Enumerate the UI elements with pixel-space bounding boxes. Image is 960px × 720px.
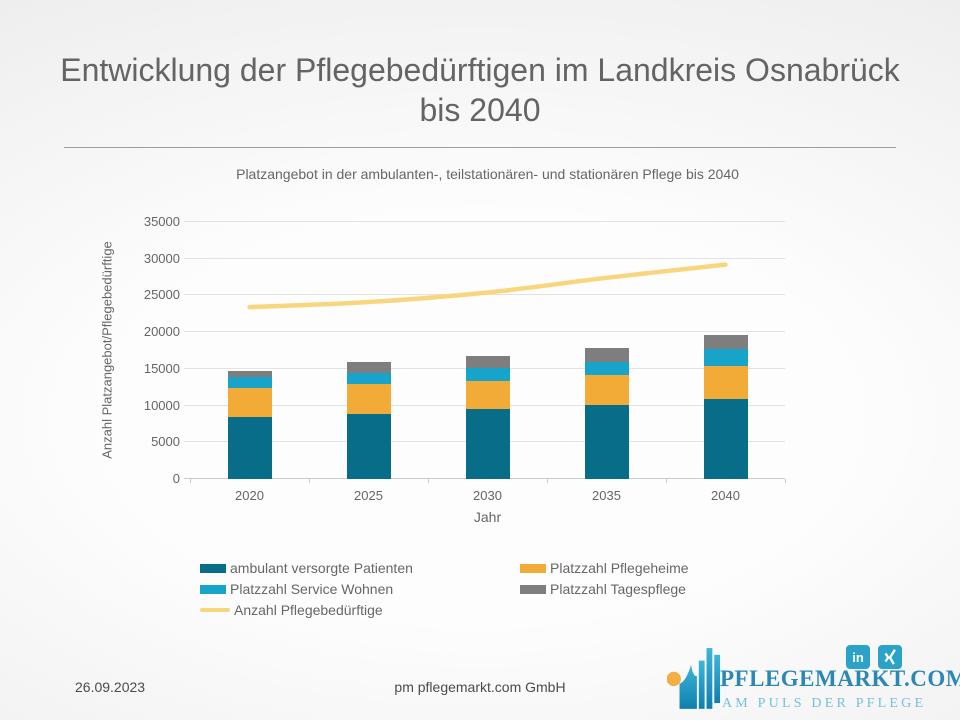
bar-segment [346,384,391,414]
bar-segment [465,355,510,369]
gridline [184,257,785,259]
bar-2035 [584,348,629,479]
x-axis-tick [428,479,429,483]
title-divider [64,147,896,148]
legend-item: Platzzahl Service Wohnen [200,579,393,599]
bar-segment [465,380,510,409]
y-tick-label: 0 [172,471,180,486]
x-axis-tick [666,479,667,483]
footer-date: 26.09.2023 [75,679,146,695]
bar-segment [703,399,748,479]
y-axis-label: Anzahl Platzangebot/Pflegebedürftige [99,241,115,459]
line-series [247,262,728,310]
logo-tagline: AM PULS DER PFLEGE [722,696,927,711]
linkedin-icon[interactable]: in [846,645,870,669]
y-tick-label: 10000 [143,397,180,413]
x-axis-tick [190,479,191,483]
bar-segment [465,368,510,381]
bar-segment [703,335,748,350]
y-tick-label: 20000 [143,324,180,340]
x-axis-label: Jahr [473,509,502,525]
legend-swatch [200,563,226,573]
legend-item: Platzzahl Tagespflege [520,579,686,599]
x-tick-label: 2035 [592,488,621,503]
x-tick-label: 2040 [711,488,740,503]
logo-bars-icon [667,648,721,709]
xing-icon[interactable] [878,645,902,669]
bar-2030 [465,355,510,479]
bar-segment [346,373,391,385]
bar-2025 [346,362,391,479]
legend-swatch [200,584,226,594]
bar-segment [346,362,391,374]
bar-segment [227,388,272,417]
logo-name: PFLEGEMARKT.COM [720,666,960,691]
x-tick-label: 2030 [473,488,502,503]
y-tick-label: 15000 [143,360,180,376]
page-title: Entwicklung der Pflegebedürftigen im Lan… [60,52,900,128]
legend-swatch [520,584,546,594]
bar-segment [227,371,272,378]
logo: in PFLEGEMARKT.COM AM PULS DER PFLEGE [665,636,960,716]
y-tick-label: 25000 [143,287,180,303]
legend-item: ambulant versorgte Patienten [200,558,413,578]
bar-segment [465,408,510,479]
bar-segment [227,377,272,389]
bar-segment [703,349,748,366]
legend-swatch [520,563,546,573]
chart-title: Platzangebot in der ambulanten-, teilsta… [236,166,739,182]
footer-company: pm pflegemarkt.com GmbH [394,679,566,695]
bar-segment [584,348,629,363]
bar-segment [346,413,391,479]
legend-label: ambulant versorgte Patienten [230,560,413,576]
x-tick-label: 2020 [235,488,264,503]
x-axis-tick [309,479,310,483]
gridline [184,221,785,222]
social-icons: in [846,645,902,669]
bar-segment [584,374,629,405]
legend-label: Anzahl Pflegebedürftige [234,602,383,618]
legend-label: Platzzahl Tagespflege [550,581,686,597]
bar-segment [584,362,629,375]
x-tick-label: 2025 [354,488,383,503]
x-axis-tick [785,479,786,483]
plot-area [184,221,785,479]
legend-label: Platzzahl Pflegeheime [550,560,689,576]
y-tick-label: 30000 [143,250,180,266]
legend-label: Platzzahl Service Wohnen [230,581,394,597]
bar-2020 [227,371,272,479]
legend-item: Platzzahl Pflegeheime [520,558,689,578]
y-tick-label: 5000 [151,434,180,450]
bar-2040 [703,335,748,479]
bar-segment [703,366,748,399]
x-axis-tick [547,479,548,483]
gridline [184,331,785,333]
legend-item: Anzahl Pflegebedürftige [200,600,383,620]
bar-segment [227,416,272,479]
legend-swatch [200,608,230,612]
y-tick-label: 35000 [143,214,180,229]
bar-segment [584,404,629,479]
